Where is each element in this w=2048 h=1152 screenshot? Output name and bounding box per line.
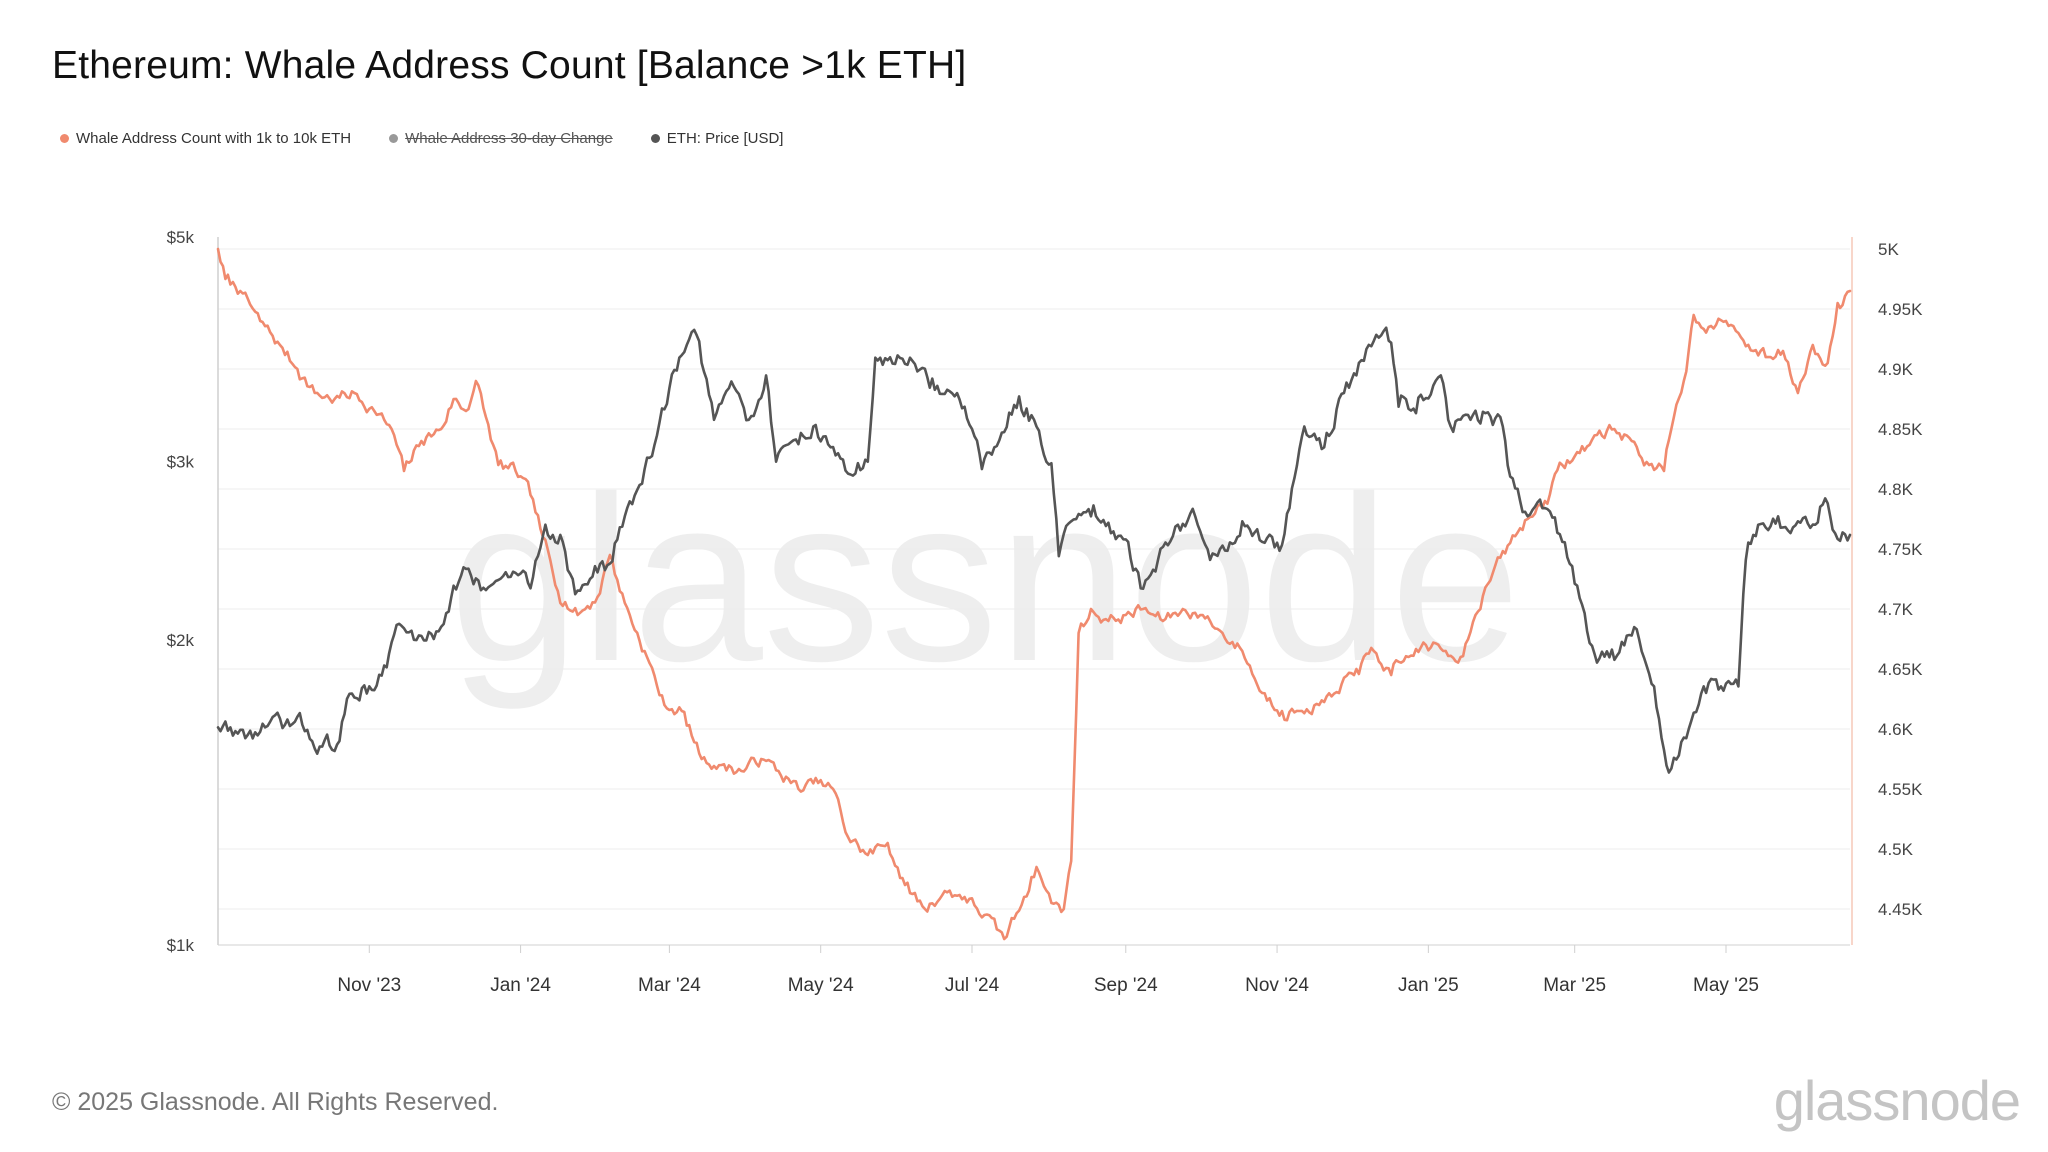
x-tick-label: Nov '24 [1245,975,1309,996]
y-right-tick-label: 4.85K [1878,420,1923,439]
series-line-whale-count [216,247,1852,941]
axes: 4.45K 4.5K 4.55K 4.6K 4.65K 4.7K 4.75K 4.8K 4.85… [167,228,1924,996]
x-tick-label: Mar '25 [1543,975,1606,996]
y-right-tick-label: 5K [1878,240,1899,259]
x-tick-label: Jan '24 [490,975,551,996]
legend-label: Whale Address Count with 1k to 10k ETH [76,130,352,147]
y-right-tick-label: 4.65K [1878,660,1923,679]
legend-item-eth-price[interactable]: ETH: Price [USD] [650,130,784,147]
y-left-tick-label: $1k [167,936,195,955]
x-tick-label: Mar '24 [638,975,701,996]
y-right-tick-label: 4.6K [1878,720,1914,739]
y-right-tick-label: 4.7K [1878,600,1914,619]
watermark-text: glassnode [449,447,1520,710]
y-left-tick-label: $5k [167,228,195,247]
x-tick-label: May '24 [788,975,854,996]
series-line-eth-price [216,326,1852,774]
y-right-tick-label: 4.5K [1878,840,1914,859]
y-left-tick-label: $2k [167,631,195,650]
y-right-tick-label: 4.75K [1878,540,1923,559]
y-right-tick-label: 4.8K [1878,480,1914,499]
legend-item-whale-count[interactable]: Whale Address Count with 1k to 10k ETH [60,130,351,147]
x-tick-label: Jul '24 [945,975,1000,996]
x-tick-label: Jan '25 [1398,975,1459,996]
legend-item-whale-30d-change[interactable]: Whale Address 30-day Change [389,130,613,147]
legend-dot-icon [650,134,660,143]
grid-lines [218,248,1850,910]
legend-dot-icon [389,134,399,143]
series-layer [216,247,1852,941]
y-right-tick-label: 4.55K [1878,780,1923,799]
legend-label: Whale Address 30-day Change [405,130,613,147]
y-right-tick-label: 4.45K [1878,900,1923,919]
y-left-tick-label: $3k [167,453,195,472]
x-tick-label: Nov '23 [337,975,401,996]
legend-label: ETH: Price [USD] [666,130,784,147]
legend: Whale Address Count with 1k to 10k ETH W… [60,130,821,147]
glassnode-logo: glassnode [1773,1069,2021,1132]
page-title: Ethereum: Whale Address Count [Balance >… [52,44,967,87]
y-right-tick-label: 4.9K [1878,360,1914,379]
legend-dot-icon [60,134,69,143]
x-tick-label: May '25 [1693,975,1759,996]
x-tick-label: Sep '24 [1094,975,1158,996]
y-right-tick-label: 4.95K [1878,300,1923,319]
footer-copyright: © 2025 Glassnode. All Rights Reserved. [52,1088,499,1116]
